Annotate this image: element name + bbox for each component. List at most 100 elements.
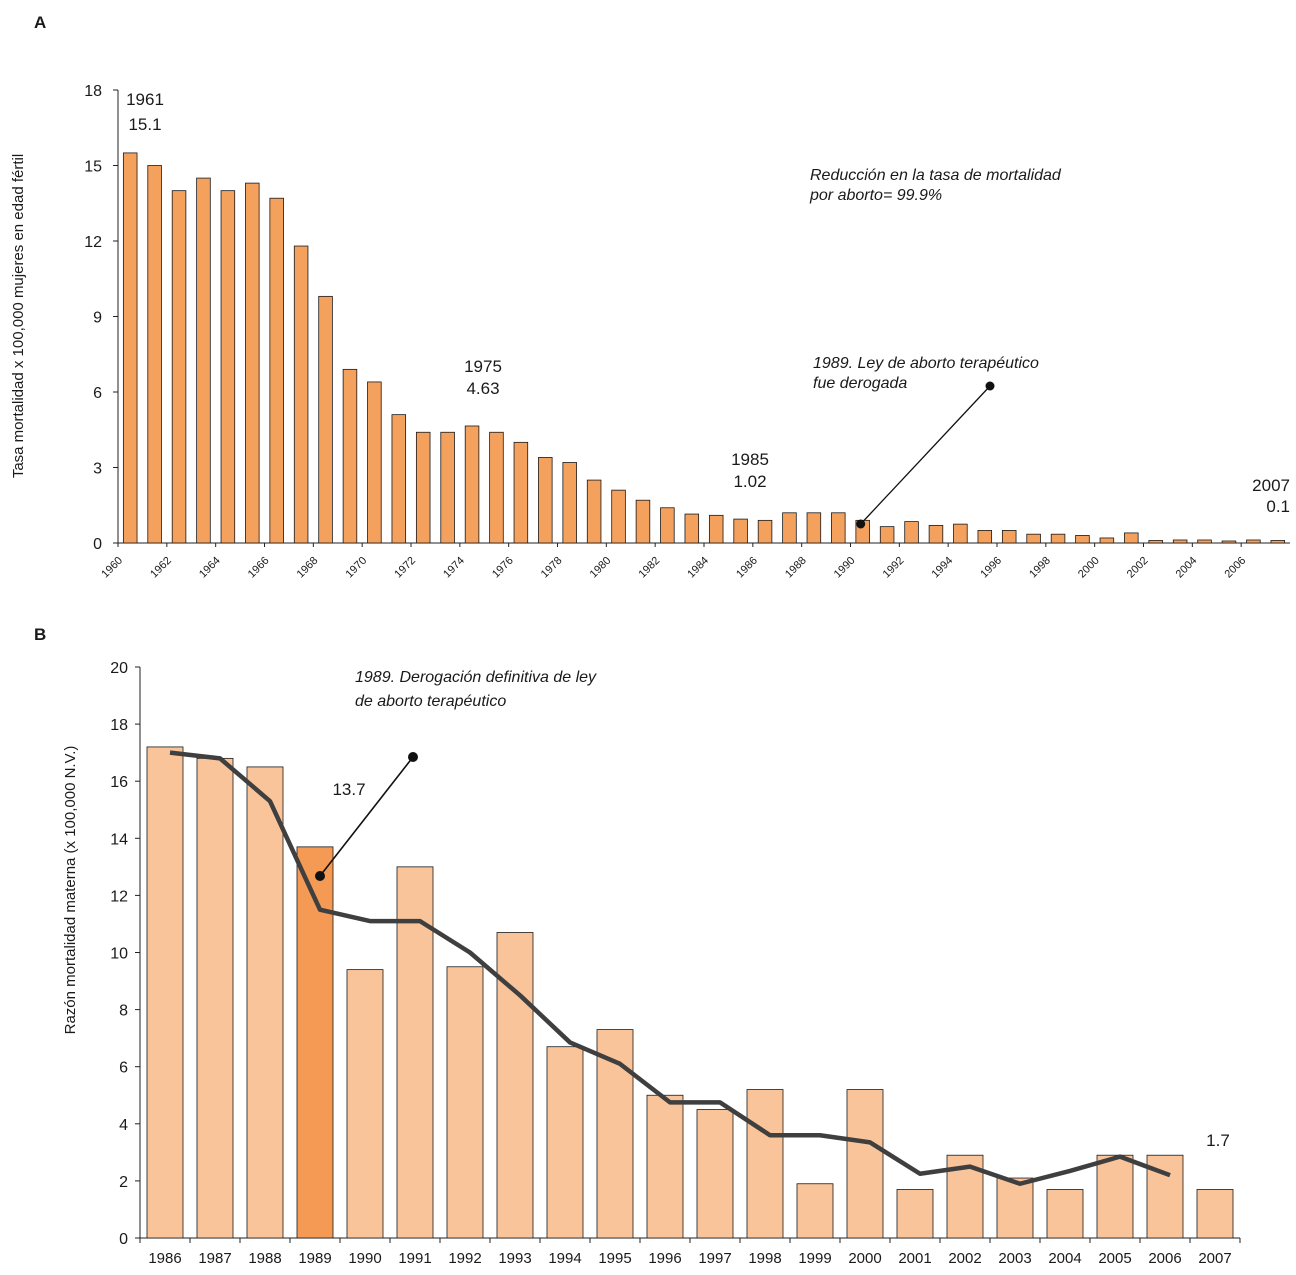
panel-b-bar bbox=[146, 746, 184, 1239]
panel-a-bar bbox=[953, 523, 968, 544]
panel-a-y-tick-label: 0 bbox=[93, 536, 102, 553]
panel-b-bar bbox=[1196, 1189, 1234, 1239]
panel-a-x-tick-label: 1984 bbox=[685, 555, 711, 581]
panel-b-x-tick-label: 1996 bbox=[648, 1250, 681, 1267]
panel-a-note-line1: Reducción en la tasa de mortalidad bbox=[810, 167, 1062, 184]
panel-a-x-tick-label: 1986 bbox=[734, 555, 760, 581]
panel-a-bar bbox=[1099, 537, 1115, 544]
panel-b-x-tick-label: 2006 bbox=[1148, 1250, 1181, 1267]
panel-b-x-tick-label: 1989 bbox=[298, 1250, 331, 1267]
panel-b-annotation-2007: 1.7 bbox=[1206, 1131, 1230, 1150]
panel-a-bar bbox=[342, 368, 358, 544]
panel-a-bar bbox=[586, 479, 602, 544]
panel-a-x-tick-label: 2000 bbox=[1076, 555, 1102, 581]
panel-a-bar bbox=[489, 431, 504, 544]
panel-a-x-tick-label: 2002 bbox=[1125, 555, 1151, 581]
panel-a-y-tick-label: 18 bbox=[84, 83, 102, 100]
panel-b-x-tick-label: 2005 bbox=[1098, 1250, 1131, 1267]
panel-a-annotation-year: 1975 bbox=[464, 357, 502, 376]
panel-a-bar bbox=[1148, 540, 1163, 544]
panel-b-bar bbox=[246, 766, 284, 1239]
panel-b-x-tick-label: 1995 bbox=[598, 1250, 631, 1267]
panel-b-trend-line bbox=[169, 750, 1171, 1187]
panel-b-callout-line bbox=[319, 756, 414, 877]
panel-b-x-tick-label: 2007 bbox=[1198, 1250, 1231, 1267]
panel-a-bar bbox=[904, 521, 919, 544]
panel-a-label: A bbox=[34, 13, 46, 32]
panel-a-callout-line bbox=[860, 385, 991, 525]
panel-b-y-tick-label: 14 bbox=[110, 831, 128, 848]
panel-b-bar bbox=[1046, 1189, 1084, 1239]
panel-a-bar bbox=[806, 512, 822, 544]
panel-a-bar bbox=[1124, 532, 1139, 544]
panel-a-bar bbox=[1246, 539, 1261, 544]
panel-b-x-tick-label: 2004 bbox=[1048, 1250, 1081, 1267]
panel-b-x-tick-label: 1999 bbox=[798, 1250, 831, 1267]
panel-a-x-tick-label: 1992 bbox=[881, 555, 907, 581]
panel-a-x-tick-label: 1976 bbox=[490, 555, 516, 581]
panel-a-bar bbox=[611, 489, 626, 544]
panel-a-x-tick-label: 1968 bbox=[295, 555, 321, 581]
panel-a-annotation-year: 1985 bbox=[731, 450, 769, 469]
panel-a-x-tick-label: 1996 bbox=[978, 555, 1004, 581]
panel-a-y-tick-label: 15 bbox=[84, 159, 102, 176]
panel-a-bar bbox=[318, 295, 333, 544]
panel-a-x-tick-label: 1960 bbox=[99, 555, 125, 581]
panel-b-y-tick-label: 4 bbox=[119, 1117, 128, 1134]
panel-b-bar bbox=[846, 1089, 884, 1239]
panel-a-x-tick-label: 1982 bbox=[636, 555, 662, 581]
panel-a-annotation-value: 0.1 bbox=[1266, 497, 1290, 516]
panel-a-bar bbox=[293, 245, 309, 544]
panel-b-bar bbox=[546, 1046, 584, 1239]
panel-a-bar bbox=[733, 518, 748, 544]
panel-a-bar bbox=[440, 431, 455, 544]
panel-a-bar bbox=[562, 462, 577, 544]
panel-b-y-tick-label: 20 bbox=[110, 660, 128, 677]
panel-a-bar bbox=[879, 526, 895, 544]
panel-a-bar bbox=[660, 507, 675, 544]
panel-b-x-tick-label: 1987 bbox=[198, 1250, 231, 1267]
panel-b-bar bbox=[446, 966, 484, 1239]
panel-a-x-tick-label: 1962 bbox=[148, 555, 174, 581]
panel-a-bar bbox=[391, 414, 407, 544]
panel-a-annotation-value: 4.63 bbox=[466, 379, 499, 398]
panel-b-bar bbox=[996, 1177, 1034, 1239]
panel-a-x-tick-label: 1994 bbox=[929, 555, 955, 581]
panel-b-bar bbox=[196, 757, 234, 1239]
panel-b-y-tick-label: 10 bbox=[110, 946, 128, 963]
panel-a-bar bbox=[928, 524, 944, 544]
panel-b-bar bbox=[796, 1183, 834, 1239]
panel-b-x-tick-label: 1998 bbox=[748, 1250, 781, 1267]
panel-a-callout-dot-start bbox=[856, 519, 866, 529]
panel-b-plot: 0 2 4 6 8 10 12 14 16 18 20 1986 1987 1988 1989 1990 199… bbox=[110, 660, 1241, 1267]
panel-b-x-tick-label: 1997 bbox=[698, 1250, 731, 1267]
panel-a-bar bbox=[196, 177, 211, 544]
panel-b-bar bbox=[396, 866, 434, 1239]
panel-a-bar bbox=[1172, 539, 1188, 544]
panel-a-annotation-year: 2007 bbox=[1252, 476, 1290, 495]
panel-b-y-tick-label: 0 bbox=[119, 1231, 128, 1248]
panel-a-y-tick-label: 3 bbox=[93, 461, 102, 478]
panel-a-bar bbox=[538, 457, 553, 544]
panel-a-x-tick-label: 1974 bbox=[441, 555, 467, 581]
panel-b-bar bbox=[596, 1029, 634, 1239]
panel-a-x-tick-label: 2004 bbox=[1174, 555, 1200, 581]
panel-b-bar bbox=[646, 1094, 684, 1239]
panel-b-y-tick-label: 12 bbox=[110, 888, 128, 905]
panel-a-bar bbox=[1026, 533, 1041, 544]
panel-b-label: B bbox=[34, 625, 46, 644]
panel-b-x-tick-label: 1988 bbox=[248, 1250, 281, 1267]
panel-a-x-tick-label: 1988 bbox=[783, 555, 809, 581]
panel-a-ylabel: Tasa mortalidad x 100,000 mujeres en eda… bbox=[10, 154, 27, 478]
panel-a-x-tick-label: 1966 bbox=[246, 555, 272, 581]
panel-a-bar bbox=[220, 190, 236, 544]
panel-a-note-line2: por aborto= 99.9% bbox=[809, 187, 942, 204]
panel-a-bar bbox=[1270, 540, 1286, 544]
panel-b-y-tick-label: 18 bbox=[110, 717, 128, 734]
panel-a-bar bbox=[464, 425, 480, 544]
panel-b-bar bbox=[296, 846, 334, 1239]
panel-a-bar bbox=[1050, 533, 1066, 544]
panel-b-ylabel: Razón mortalidad materna (x 100,000 N.V.… bbox=[62, 746, 79, 1035]
panel-b-y-tick-label: 16 bbox=[110, 774, 128, 791]
